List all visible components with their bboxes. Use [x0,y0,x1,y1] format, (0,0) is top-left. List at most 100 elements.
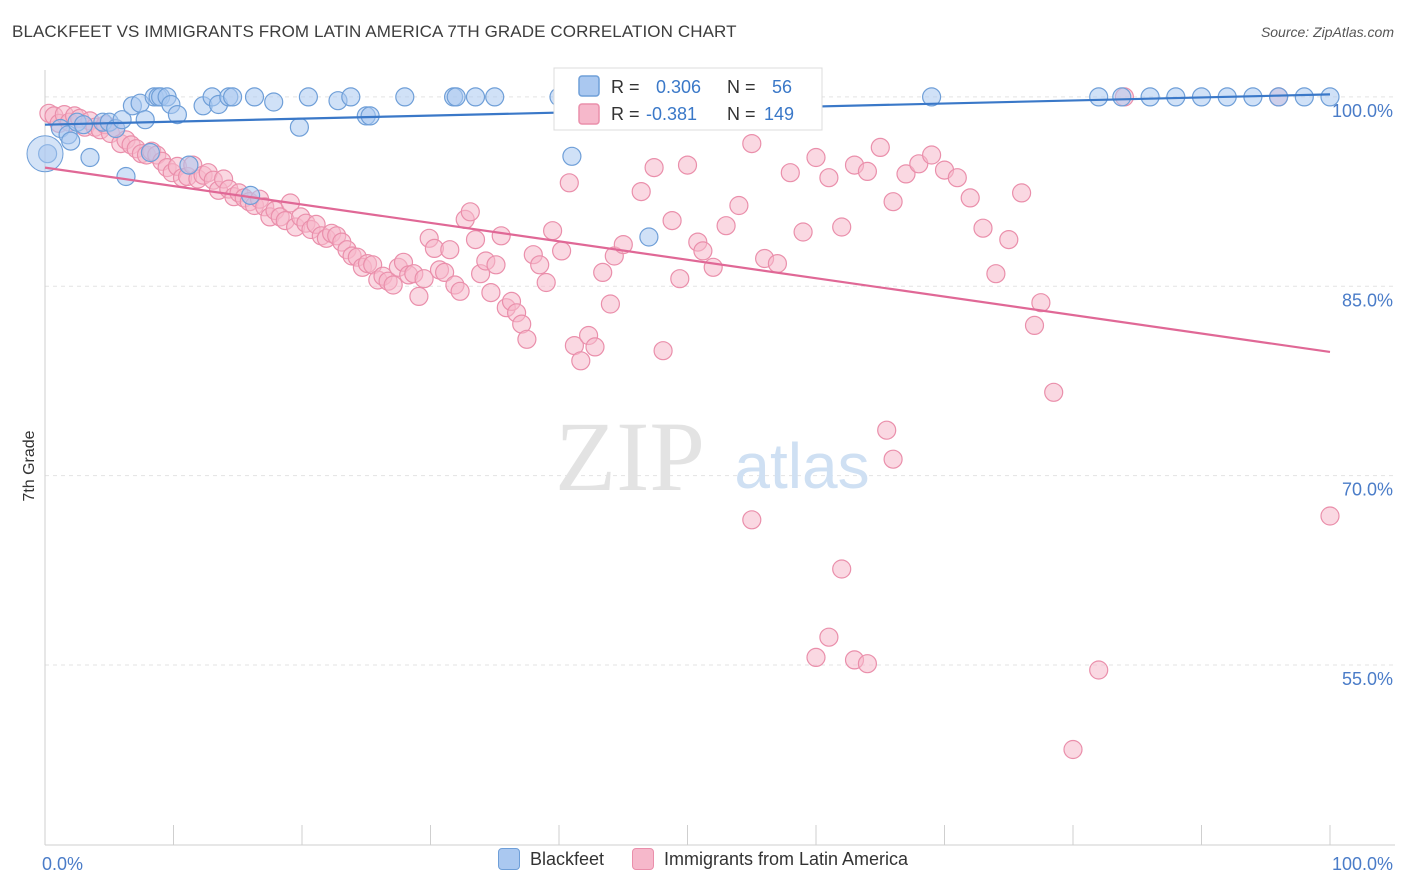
blackfeet-point-44 [639,227,659,247]
stats-swatch-blackfeet [578,75,600,97]
legend-item-blackfeet: Blackfeet [497,848,604,870]
stats-r-value-blackfeet: 0.306 [656,77,701,97]
blackfeet-point-30 [264,92,284,112]
latin-america-point-96 [536,272,556,293]
latin-america-point-139 [999,230,1019,250]
blackfeet-point-3 [61,131,81,151]
latin-america-point-151 [883,449,903,469]
blackfeet-point-47 [1112,87,1132,107]
latin-america-point-82 [460,202,480,222]
latin-america-point-128 [857,161,878,181]
legend-label-latin-america: Immigrants from Latin America [663,848,909,869]
blackfeet-point-21 [167,104,187,125]
latin-america-point-121 [767,254,788,274]
latin-america-point-83 [465,230,486,250]
trend-lines [44,93,1331,354]
blackfeet-point-34 [341,87,361,107]
latin-america-point-146 [819,627,839,647]
latin-america-point-72 [409,286,429,306]
latin-america-point-101 [571,351,591,371]
latin-america-point-140 [1011,183,1032,203]
blackfeet-point-55 [1320,87,1340,107]
legend: Blackfeet Immigrants from Latin America [0,848,1406,870]
blackfeet-point-31 [289,117,309,137]
latin-america-point-130 [883,192,903,212]
x-tick-label-0: 0.0% [42,854,83,874]
latin-america-point-86 [481,283,501,303]
latin-america-point-144 [742,510,762,530]
latin-america-point-142 [1031,293,1051,313]
latin-america-point-109 [644,158,664,178]
blackfeet-point-43 [562,146,582,166]
latin-america-point-87 [486,255,506,275]
x-tick-labels: 0.0% 100.0% [42,854,1393,874]
stats-box: R = 0.306 N = 56 R = -0.381 N = 149 [553,67,823,131]
stats-r-label-latin: R = [611,104,640,124]
blackfeet-point-37 [395,87,415,107]
blackfeet-point-54 [1294,87,1314,107]
blackfeet-point-48 [1140,87,1160,107]
stats-r-value-latin: -0.381 [646,104,697,124]
latin-america-point-103 [585,337,605,357]
latin-america-point-78 [440,240,460,260]
latin-america-point-104 [593,262,613,282]
blackfeet-cluster-point [26,135,64,173]
latin-america-point-137 [973,218,993,238]
latin-america-point-116 [703,257,723,277]
chart-title: BLACKFEET VS IMMIGRANTS FROM LATIN AMERI… [12,22,737,41]
blackfeet-point-15 [140,142,160,163]
watermark-zip: ZIP [555,401,705,512]
latin-america-point-118 [729,195,749,216]
latin-america-point-111 [662,211,682,231]
blackfeet-point-32 [298,87,318,107]
latin-america-point-113 [677,155,698,175]
legend-swatch-latin-america [631,848,654,870]
blackfeet-point-53 [1268,87,1289,107]
blackfeet-point-40 [465,87,486,107]
blackfeet-point-22 [179,155,199,175]
y-tick-label-2: 70.0% [1342,480,1393,500]
latin-america-point-105 [600,294,621,314]
latin-america-point-141 [1024,315,1045,335]
latin-america-point-119 [742,134,762,154]
latin-america-point-110 [653,341,673,361]
y-tick-label-0: 100.0% [1332,101,1393,121]
blackfeet-point-11 [116,166,136,187]
latin-america-point-147 [832,559,852,579]
y-tick-label-1: 85.0% [1342,290,1393,310]
blackfeet-point-6 [80,147,100,168]
latin-america-point-125 [819,168,839,188]
latin-america-point-129 [870,137,890,157]
latin-america-point-112 [670,269,690,289]
blackfeet-point-29 [244,87,265,107]
blackfeet-point-10 [112,110,132,130]
latin-america-point-93 [517,329,537,349]
latin-america-point-95 [530,255,550,275]
legend-label-blackfeet: Blackfeet [529,848,604,869]
blackfeet-point-14 [135,110,155,130]
latin-america-point-138 [986,264,1006,284]
gridlines [45,96,1395,666]
stats-n-value-blackfeet: 56 [772,77,792,97]
latin-america-trend-line [44,166,1331,354]
latin-america-point-108 [631,182,651,202]
legend-item-latin-america: Immigrants from Latin America [631,848,909,870]
latin-america-point-117 [716,216,736,236]
y-tick-label-3: 55.0% [1342,669,1393,689]
watermark: ZIP atlas [555,401,870,512]
blackfeet-point-41 [485,87,505,107]
latin-america-point-115 [693,241,713,261]
y-tick-labels: 100.0% 85.0% 70.0% 55.0% [1332,101,1393,689]
latin-america-point-150 [877,420,897,440]
latin-america-point-135 [947,168,967,188]
blackfeet-point-27 [223,87,243,107]
stats-n-label-blackfeet: N = [727,77,756,97]
latin-america-point-80 [450,281,470,301]
latin-america-point-67 [383,275,403,295]
latin-america-point-152 [1063,739,1083,760]
blackfeet-point-39 [446,87,466,107]
stats-n-value-latin: 149 [764,104,794,124]
latin-america-point-145 [806,647,826,668]
latin-america-point-149 [857,654,878,674]
stats-n-label-latin: N = [727,104,756,124]
